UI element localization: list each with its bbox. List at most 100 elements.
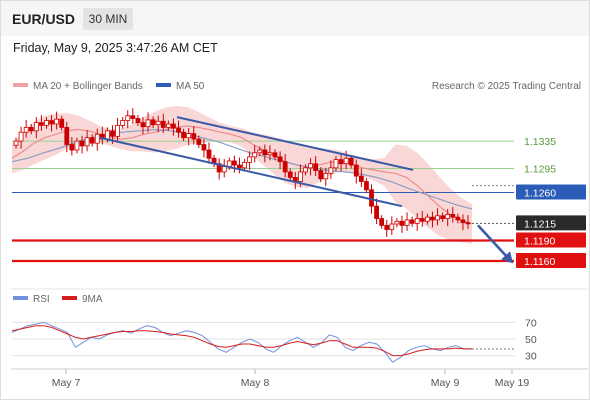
x-tick-label-2: May 9	[431, 377, 460, 389]
candle	[165, 120, 171, 131]
candle-body	[404, 219, 410, 226]
candle	[414, 213, 420, 231]
ma50-legend-label: MA 50	[176, 81, 205, 92]
level-label-1.1160: 1.1160	[524, 256, 555, 268]
x-tick-label-1: May 8	[241, 377, 270, 389]
candle	[348, 154, 354, 169]
x-tick-label-3: May 19	[495, 377, 530, 389]
candle	[374, 198, 379, 225]
candle-body	[374, 205, 379, 219]
candle	[435, 208, 440, 226]
candle-body	[424, 216, 430, 222]
candle-body	[89, 137, 95, 144]
candle	[44, 117, 49, 129]
candle-body	[318, 170, 324, 180]
candle-body	[145, 119, 151, 128]
research-credit: Research © 2025 Trading Central	[432, 81, 581, 92]
candle-body	[247, 156, 253, 163]
candle	[272, 149, 278, 161]
candle-body	[135, 118, 141, 124]
candle	[465, 215, 471, 229]
candle	[145, 112, 151, 133]
candle-body	[69, 144, 75, 151]
level-box-1.1215	[516, 215, 586, 231]
rsi-ma-legend-label: 9MA	[82, 294, 103, 305]
bollinger-band-fill	[12, 106, 472, 244]
candle	[231, 155, 237, 173]
candle	[404, 212, 410, 231]
candle-body	[364, 181, 369, 191]
candle-body	[105, 130, 110, 140]
candle	[440, 212, 446, 222]
timestamp: Friday, May 9, 2025 3:47:26 AM CET	[13, 41, 218, 55]
candle	[409, 216, 415, 227]
candle-body	[110, 130, 115, 137]
candle	[460, 214, 466, 231]
candle-body	[414, 218, 420, 224]
candle-body	[44, 120, 49, 126]
rsi-ma-legend-swatch	[62, 296, 77, 300]
candle	[287, 168, 293, 181]
candle	[49, 115, 54, 132]
candle-body	[450, 214, 456, 218]
candle	[419, 211, 425, 227]
level-box-1.1190	[516, 232, 586, 248]
candle	[455, 213, 461, 224]
ma20-line	[11, 125, 473, 225]
candle-body	[155, 120, 161, 126]
candle-body	[272, 152, 278, 158]
candle	[89, 134, 95, 147]
candle-body	[409, 219, 415, 224]
candle-body	[84, 137, 90, 147]
candle	[358, 168, 364, 188]
candle	[353, 159, 359, 184]
candle-body	[64, 127, 70, 145]
candle	[252, 145, 258, 163]
level-label-1.1190: 1.1190	[524, 235, 555, 247]
candle	[338, 154, 344, 172]
candle-body	[440, 215, 446, 219]
candle	[323, 167, 329, 187]
candle-body	[333, 159, 339, 169]
candle-body	[120, 120, 126, 126]
candle-body	[445, 214, 451, 219]
level-label-1.1260: 1.1260	[524, 188, 556, 200]
candle-body	[33, 122, 39, 132]
rsi-ma-line	[11, 325, 472, 357]
candle	[394, 217, 400, 228]
level-label-1.1295: 1.1295	[524, 164, 556, 176]
candle	[74, 137, 80, 154]
candle	[160, 113, 166, 133]
candle	[191, 126, 197, 145]
candle	[237, 157, 242, 174]
candle	[211, 154, 217, 168]
candle	[430, 211, 435, 228]
candle	[277, 151, 283, 170]
candle	[69, 137, 75, 156]
candle	[176, 120, 181, 138]
candle	[379, 215, 385, 229]
candle	[140, 117, 146, 135]
candle	[399, 215, 405, 233]
candle	[135, 115, 141, 127]
candle-body	[201, 144, 207, 151]
timeframe-button[interactable]: 30 MIN	[83, 8, 133, 30]
candle-body	[379, 218, 385, 226]
rsi-line	[11, 321, 472, 363]
candle	[384, 219, 390, 238]
candle	[424, 213, 430, 225]
rsi-legend-swatch	[13, 296, 28, 300]
candle	[13, 137, 19, 149]
candle-body	[237, 164, 242, 169]
candle	[125, 110, 131, 129]
candle-body	[115, 124, 120, 137]
candle-body	[54, 118, 60, 125]
candle-body	[186, 133, 192, 139]
candle-body	[435, 215, 440, 221]
candle-body	[252, 152, 258, 158]
candle	[33, 117, 39, 139]
candle-body	[267, 152, 273, 156]
candle-body	[231, 160, 237, 166]
candle	[303, 164, 308, 176]
